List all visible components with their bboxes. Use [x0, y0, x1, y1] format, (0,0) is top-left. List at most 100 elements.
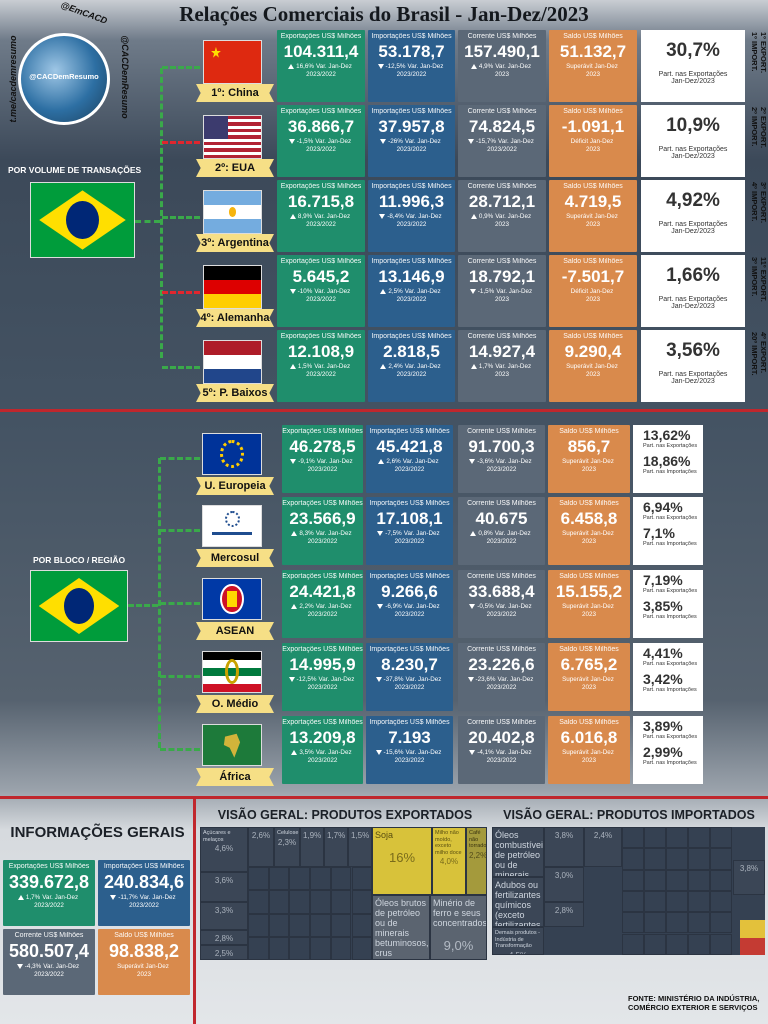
rank-export: 2º EXPORT. — [759, 107, 768, 149]
share-exp-label: Part. nas Exportações — [643, 443, 698, 449]
card-exp: Exportações US$ Milhões 5.645,2 -10% Var. J… — [277, 255, 365, 327]
variation: 16,6% — [296, 63, 314, 70]
flag — [203, 190, 262, 234]
connector — [162, 66, 200, 69]
treemap-item: Café não torrado 2,2% — [466, 827, 487, 895]
share-exp-value: 13,62% — [643, 427, 691, 443]
connector — [160, 602, 200, 605]
connector — [135, 220, 160, 223]
card-header: Corrente US$ Milhões — [467, 573, 536, 580]
treemap-item: Milho não moído, exceto milho doce 4,0% — [432, 827, 466, 895]
card-value: 14.927,4 — [468, 342, 536, 361]
variation: -3,6% — [477, 458, 494, 465]
rank: 3º EXPORT. 4º IMPORT. — [748, 182, 768, 252]
treemap-cell — [310, 867, 331, 891]
share-exp-label: Part. nas Exportações — [643, 734, 698, 740]
arrow-icon — [467, 676, 474, 682]
card-header: Saldo US$ Milhões — [114, 932, 174, 939]
card-value: 18.792,1 — [468, 267, 536, 286]
treemap-cell — [351, 890, 373, 914]
treemap-item: 1,5% — [348, 827, 372, 867]
arrow-icon — [17, 894, 24, 900]
share-period: Jan-Dez/2023 — [671, 228, 715, 235]
country-label: 1º: China — [196, 84, 274, 102]
card-sub: -12,5% Var. Jan-Dez — [368, 63, 455, 71]
share-exp-label: Part. nas Exportações — [643, 661, 698, 667]
country-label: 4º: Alemanha — [196, 309, 274, 327]
treemap-label: Óleos brutos de petróleo ou de minerais … — [375, 898, 429, 958]
card-period: 2023/2022 — [34, 902, 64, 909]
section-label: POR VOLUME DE TRANSAÇÕES — [8, 165, 142, 175]
card-period: 2023 — [581, 757, 596, 764]
card-cor: Corrente US$ Milhões 18.792,1 -1,5% Var. Ja… — [458, 255, 546, 327]
variation-label: Var. Jan-Dez — [494, 530, 531, 537]
card-period: 2023/2022 — [394, 684, 425, 691]
connector — [162, 141, 200, 144]
treemap-cell — [622, 848, 644, 870]
flag-part — [204, 369, 261, 383]
treemap-cell — [666, 869, 688, 891]
flag-part — [63, 587, 95, 625]
card-period: 2023/2022 — [129, 902, 159, 909]
flag-part — [204, 154, 261, 158]
arrow-icon — [470, 213, 477, 219]
card-sub: -6,9% Var. Jan-Dez — [366, 603, 453, 611]
card-value: 91.700,3 — [468, 437, 535, 456]
card-period: 2023/2022 — [486, 757, 517, 764]
treemap-cell — [351, 913, 373, 937]
share-label: Part. nas Exportações — [658, 371, 728, 378]
variation: 1,5% — [297, 363, 313, 370]
card-value: 23.226,6 — [468, 655, 535, 674]
card-header: Importações US$ Milhões — [371, 33, 452, 40]
card-period: 2023/2022 — [394, 538, 425, 545]
variation: -10% — [297, 288, 313, 295]
treemap-cell — [688, 890, 710, 913]
card-header: Saldo US$ Milhões — [563, 33, 623, 40]
treemap-item: Óleos brutos de petróleo ou de minerais … — [372, 895, 430, 960]
card-sub: -3,6% Var. Jan-Dez — [458, 458, 545, 466]
card-sub: 0,9% Var. Jan-Dez — [458, 213, 546, 221]
card-sub: 4,9% Var. Jan-Dez — [458, 63, 546, 71]
variation: -1,5% — [296, 138, 314, 145]
flag-part — [66, 200, 99, 240]
card-header: Saldo US$ Milhões — [559, 719, 619, 726]
card-value: 6.458,8 — [560, 509, 618, 528]
variation-label: Var. Jan-Dez — [405, 676, 442, 683]
card-value: 51.132,7 — [559, 42, 627, 61]
treemap-cell — [289, 867, 311, 891]
card-sub: -15,6% Var. Jan-Dez — [366, 749, 453, 757]
treemap-cell — [644, 827, 666, 849]
card-header: Exportações US$ Milhões — [280, 258, 362, 265]
share-box: 4,41% Part. nas Exportações 3,42% Part. nas… — [633, 643, 703, 711]
treemap-value: 2,8% — [214, 934, 234, 943]
card-value: 4.719,5 — [564, 192, 622, 211]
treemap-item: Óleos combustíveis de petróleo ou de min… — [492, 827, 544, 877]
arrow-icon — [469, 288, 476, 294]
title: Relações Comerciais do Brasil - Jan-Dez/… — [179, 2, 589, 26]
card-value: 12.108,9 — [287, 342, 355, 361]
card-header: Importações US$ Milhões — [371, 333, 452, 340]
variation-label: Var. Jan-Dez — [404, 138, 441, 145]
treemap-label: Soja — [375, 830, 394, 840]
treemap-value: 3,8% — [739, 864, 759, 873]
card-header: Exportações US$ Milhões — [282, 646, 363, 653]
variation-label: Var. Jan-Dez — [315, 138, 352, 145]
card-exp: Exportações US$ Milhões 24.421,8 2,2% Var. … — [282, 570, 363, 638]
variation: 8,9% — [297, 213, 313, 220]
treemap-cell — [710, 933, 732, 955]
card-sub: -1,5% Var. Jan-Dez — [458, 288, 546, 296]
card-header: Saldo US$ Milhões — [559, 500, 619, 507]
card-header: Corrente US$ Milhões — [467, 258, 537, 265]
treemap-cell — [710, 890, 732, 913]
variation-label: Var. Jan-Dez — [403, 603, 440, 610]
card-value: 23.566,9 — [289, 509, 356, 528]
arrow-icon — [378, 458, 385, 464]
treemap-item: 3,8% — [544, 827, 584, 867]
treemap-cell — [248, 867, 269, 891]
card-value: 157.490,1 — [464, 42, 540, 61]
share-imp-label: Part. nas Importações — [643, 469, 697, 475]
card-cor: Corrente US$ Milhões 20.402,8 -4,1% Var. Ja… — [458, 716, 545, 784]
treemap-cell — [351, 936, 373, 961]
connector — [160, 457, 200, 460]
card-header: Saldo US$ Milhões — [563, 333, 623, 340]
